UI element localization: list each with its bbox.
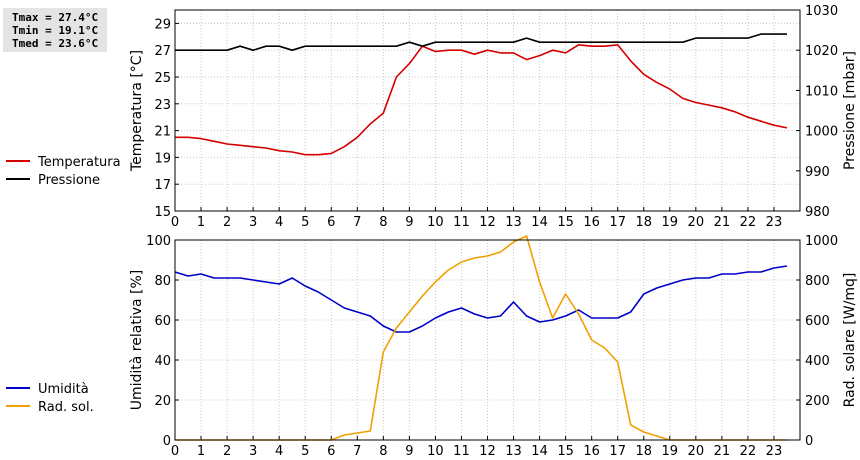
x-tick-label: 2 [223, 215, 231, 230]
y-left-tick-label: 100 [146, 234, 171, 249]
x-tick-label: 21 [714, 444, 731, 459]
y-right-tick-label: 1000 [805, 234, 838, 249]
y-left-tick-label: 25 [154, 71, 171, 86]
x-tick-label: 19 [662, 215, 679, 230]
x-tick-label: 13 [505, 215, 522, 230]
tmin-text: Tmin = 19.1°C [12, 24, 99, 37]
series-line-temperatura [175, 43, 788, 156]
tmax-text: Tmax = 27.4°C [12, 11, 99, 24]
x-tick-label: 15 [557, 444, 574, 459]
x-tick-label: 3 [249, 215, 257, 230]
legend-label: Umidità [38, 382, 89, 397]
tmed-text: Tmed = 23.6°C [12, 37, 99, 50]
x-tick-label: 11 [453, 444, 470, 459]
x-tick-label: 18 [635, 215, 652, 230]
y-right-tick-label: 990 [805, 165, 830, 180]
series-line-pressione [175, 33, 787, 52]
legend-label: Temperatura [37, 155, 121, 170]
y-right-tick-label: 1030 [805, 4, 838, 19]
x-tick-label: 22 [740, 215, 757, 230]
legend-label: Rad. sol. [38, 400, 94, 415]
y-left-tick-label: 17 [154, 178, 171, 193]
y-left-tick-label: 80 [154, 274, 171, 289]
x-tick-label: 17 [609, 215, 626, 230]
y-right-tick-label: 600 [805, 314, 830, 329]
y-right-tick-label: 800 [805, 274, 830, 289]
x-tick-label: 18 [635, 444, 652, 459]
x-tick-label: 13 [505, 444, 522, 459]
y-left-tick-label: 20 [154, 394, 171, 409]
x-tick-label: 21 [714, 215, 731, 230]
x-tick-label: 20 [688, 444, 705, 459]
x-tick-label: 7 [353, 215, 361, 230]
x-tick-label: 3 [249, 444, 257, 459]
y-right-tick-label: 400 [805, 354, 830, 369]
x-tick-label: 16 [583, 444, 600, 459]
y-right-axis-title: Pressione [mbar] [842, 51, 858, 170]
stats-box: Tmax = 27.4°C Tmin = 19.1°C Tmed = 23.6°… [3, 8, 107, 52]
plot-frame-1 [174, 9, 801, 212]
y-left-tick-label: 40 [154, 354, 171, 369]
y-left-tick-label: 60 [154, 314, 171, 329]
y-left-tick-label: 21 [154, 125, 171, 140]
y-left-tick-label: 27 [154, 44, 171, 59]
x-tick-label: 14 [531, 215, 548, 230]
y-left-tick-label: 0 [163, 434, 171, 449]
x-tick-label: 14 [531, 444, 548, 459]
y-right-tick-label: 1020 [805, 44, 838, 59]
y-left-axis-title: Umidità relativa [%] [129, 270, 145, 411]
x-tick-label: 5 [301, 215, 309, 230]
x-tick-label: 12 [479, 444, 496, 459]
x-tick-label: 10 [427, 444, 444, 459]
x-tick-label: 19 [662, 444, 679, 459]
x-tick-label: 0 [171, 444, 179, 459]
y-right-tick-label: 200 [805, 394, 830, 409]
x-tick-label: 6 [327, 215, 335, 230]
x-tick-label: 9 [405, 215, 413, 230]
y-left-tick-label: 15 [154, 205, 171, 220]
x-tick-label: 2 [223, 444, 231, 459]
y-right-tick-label: 980 [805, 205, 830, 220]
x-tick-label: 12 [479, 215, 496, 230]
x-tick-label: 23 [766, 444, 783, 459]
x-tick-label: 9 [405, 444, 413, 459]
x-tick-label: 10 [427, 215, 444, 230]
y-right-axis-title: Rad. solare [W/mq] [842, 273, 858, 408]
x-tick-label: 11 [453, 215, 470, 230]
x-tick-label: 22 [740, 444, 757, 459]
plot-frame-2 [174, 239, 801, 441]
series-line-umidit [174, 265, 788, 333]
x-tick-label: 23 [766, 215, 783, 230]
x-tick-label: 1 [197, 215, 205, 230]
y-left-tick-label: 23 [154, 98, 171, 113]
legend-label: Pressione [38, 173, 100, 188]
x-tick-label: 8 [379, 444, 387, 459]
x-tick-label: 4 [275, 444, 283, 459]
x-tick-label: 1 [197, 444, 205, 459]
x-tick-label: 15 [557, 215, 574, 230]
y-left-axis-title: Temperatura [°C] [129, 50, 145, 172]
x-tick-label: 6 [327, 444, 335, 459]
x-tick-label: 7 [353, 444, 361, 459]
y-left-tick-label: 29 [154, 17, 171, 32]
x-tick-label: 17 [609, 444, 626, 459]
x-tick-label: 4 [275, 215, 283, 230]
x-tick-label: 8 [379, 215, 387, 230]
y-right-tick-label: 1000 [805, 125, 838, 140]
x-tick-label: 0 [171, 215, 179, 230]
y-right-tick-label: 1010 [805, 84, 838, 99]
y-left-tick-label: 19 [154, 151, 171, 166]
x-tick-label: 5 [301, 444, 309, 459]
x-tick-label: 16 [583, 215, 600, 230]
y-right-tick-label: 0 [805, 434, 813, 449]
x-tick-label: 20 [688, 215, 705, 230]
